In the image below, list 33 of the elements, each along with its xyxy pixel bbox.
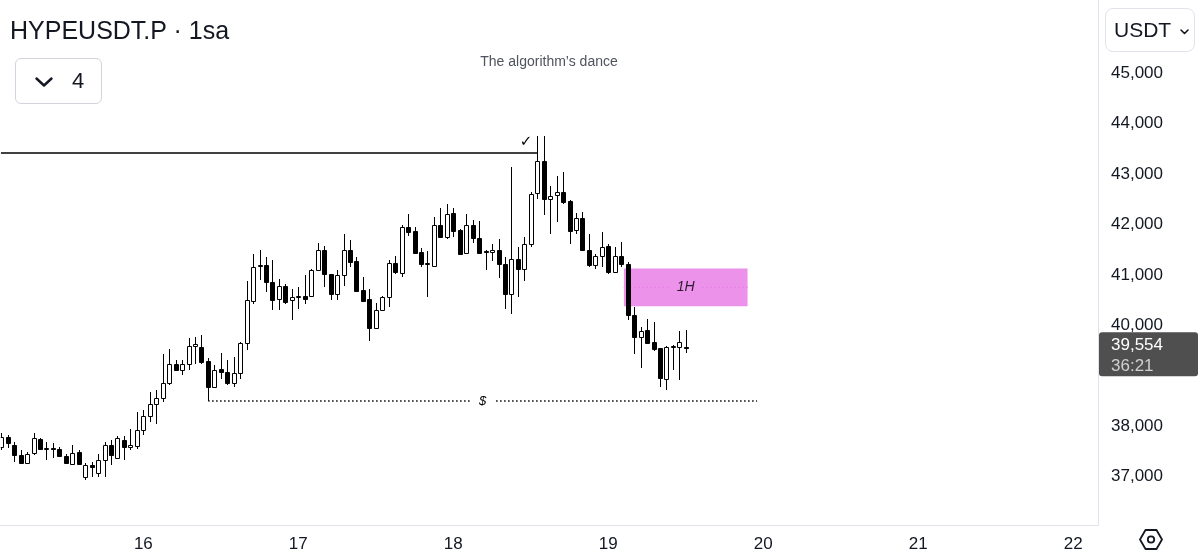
text: 39,554 bbox=[1111, 334, 1163, 354]
x-tick-label: 19 bbox=[598, 533, 618, 551]
y-tick-label: 42,000 bbox=[1111, 214, 1163, 234]
text: The algorithm’s dance bbox=[480, 52, 618, 70]
candlestick bbox=[199, 334, 204, 365]
y-axis-title: USDT bbox=[1114, 18, 1172, 42]
candlestick bbox=[684, 329, 689, 354]
annotation: 4 bbox=[72, 68, 85, 93]
x-tick-label: 17 bbox=[288, 533, 308, 551]
candlestick bbox=[6, 434, 11, 449]
currency-button: USDT bbox=[1105, 8, 1195, 52]
y-tick-label: 43,000 bbox=[1111, 163, 1163, 183]
text: 36:21 bbox=[1111, 355, 1154, 375]
series-label: 1H bbox=[676, 278, 696, 295]
candlestick bbox=[83, 462, 88, 481]
y-tick-label: 45,000 bbox=[1111, 63, 1163, 83]
candlestick bbox=[77, 449, 82, 466]
candlestick bbox=[529, 191, 534, 248]
y-tick-label: 44,000 bbox=[1111, 113, 1163, 133]
y-tick-label: 38,000 bbox=[1111, 415, 1163, 435]
series-label: ✓ bbox=[519, 131, 533, 150]
candlestick bbox=[12, 441, 17, 463]
x-tick-label: 20 bbox=[753, 533, 773, 551]
x-tick-label: 21 bbox=[908, 533, 928, 551]
y-tick-label: 37,000 bbox=[1111, 466, 1163, 486]
toggle-button: 4 bbox=[15, 58, 102, 104]
text: HYPEUSDT.P · 1sa bbox=[10, 15, 230, 45]
y-tick-label: 41,000 bbox=[1111, 264, 1163, 284]
y-tick-label: 40,000 bbox=[1111, 315, 1163, 335]
series-label: $ bbox=[478, 392, 488, 408]
x-tick-label: 16 bbox=[133, 533, 153, 551]
x-tick-label: 18 bbox=[443, 533, 463, 551]
x-tick-label: 22 bbox=[1063, 533, 1083, 551]
